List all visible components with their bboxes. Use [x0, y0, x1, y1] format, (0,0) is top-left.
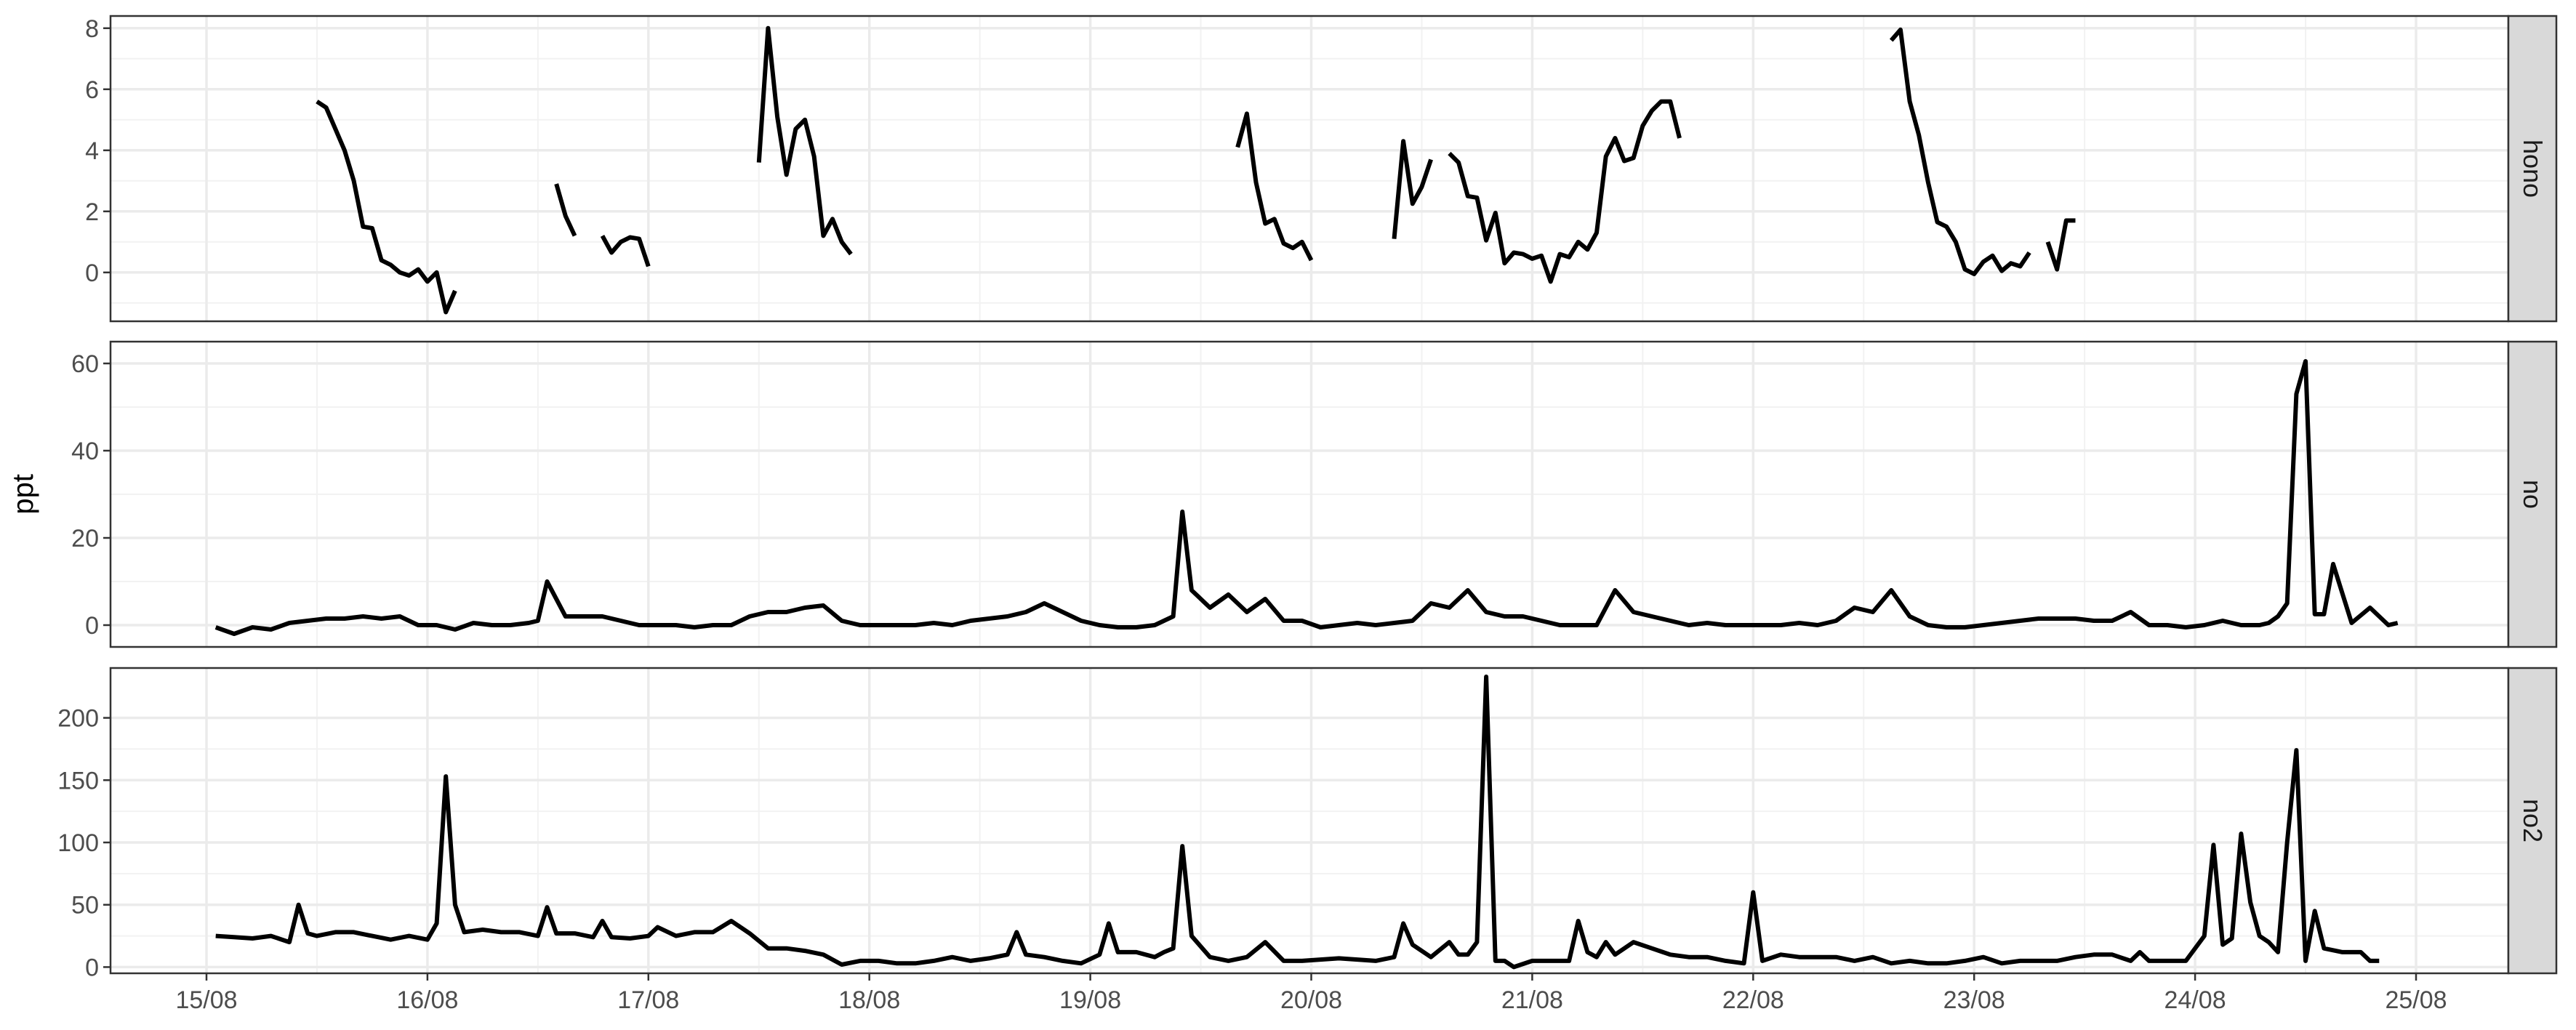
- x-tick-label: 25/08: [2385, 986, 2447, 1014]
- series-no: [214, 359, 2399, 636]
- y-tick-label: 20: [71, 525, 99, 552]
- series-line: [1235, 111, 1314, 262]
- y-tick-label: 0: [85, 954, 99, 981]
- y-axis-title: ppt: [7, 474, 39, 515]
- series-line: [600, 234, 651, 267]
- facet-strip: [2507, 667, 2558, 975]
- panel-no2: 0 50 100 150 200 no2: [57, 667, 2558, 981]
- series-line: [2045, 218, 2076, 272]
- series-line: [1889, 27, 2031, 276]
- panel-background: [111, 668, 2508, 973]
- facet-panels: 0 2 4 6 8 hono 0 20 40 60 no 0 50 100 150 200 no2: [57, 15, 2558, 981]
- x-tick-label: 19/08: [1059, 986, 1121, 1014]
- y-tick-label: 6: [85, 76, 99, 104]
- x-tick-label: 20/08: [1280, 986, 1342, 1014]
- facet-strip: [2507, 15, 2558, 323]
- y-tick-label: 40: [71, 438, 99, 465]
- x-tick-label: 24/08: [2164, 986, 2226, 1014]
- facet-strip: [2507, 340, 2558, 648]
- series-line: [756, 25, 853, 256]
- y-tick-label: 2: [85, 198, 99, 226]
- x-tick-label: 22/08: [1722, 986, 1784, 1014]
- y-tick-label: 8: [85, 15, 99, 43]
- series-line: [1392, 139, 1433, 239]
- y-tick-label: 100: [57, 829, 99, 857]
- x-tick-label: 15/08: [175, 986, 237, 1014]
- y-tick-label: 0: [85, 259, 99, 287]
- y-tick-label: 150: [57, 767, 99, 794]
- x-tick-label: 16/08: [396, 986, 458, 1014]
- x-tick-label: 18/08: [838, 986, 900, 1014]
- facet-strip-label: no: [2518, 480, 2548, 509]
- facet-strip-label: no2: [2518, 799, 2548, 842]
- series-line: [215, 675, 2380, 970]
- series-line: [554, 183, 577, 237]
- y-tick-label: 0: [85, 612, 99, 640]
- series-line: [1448, 99, 1682, 284]
- facet-strip-label: hono: [2518, 140, 2548, 198]
- y-tick-label: 200: [57, 705, 99, 733]
- panel-hono: 0 2 4 6 8 hono: [85, 15, 2558, 323]
- x-tick-label: 17/08: [617, 986, 679, 1014]
- y-tick-label: 60: [71, 350, 99, 378]
- series-hono: [316, 25, 2076, 315]
- panel-no: 0 20 40 60 no: [71, 340, 2558, 648]
- x-tick-label: 23/08: [1943, 986, 2005, 1014]
- panel-background: [111, 16, 2508, 321]
- y-tick-label: 4: [85, 137, 99, 165]
- x-axis: 15/08 16/08 17/08 18/08 19/08 20/08 21/08 22/08…: [175, 973, 2447, 1014]
- series-line: [214, 359, 2399, 636]
- y-tick-label: 50: [71, 892, 99, 920]
- series-line: [316, 100, 457, 315]
- x-tick-label: 21/08: [1501, 986, 1563, 1014]
- series-no2: [215, 675, 2380, 970]
